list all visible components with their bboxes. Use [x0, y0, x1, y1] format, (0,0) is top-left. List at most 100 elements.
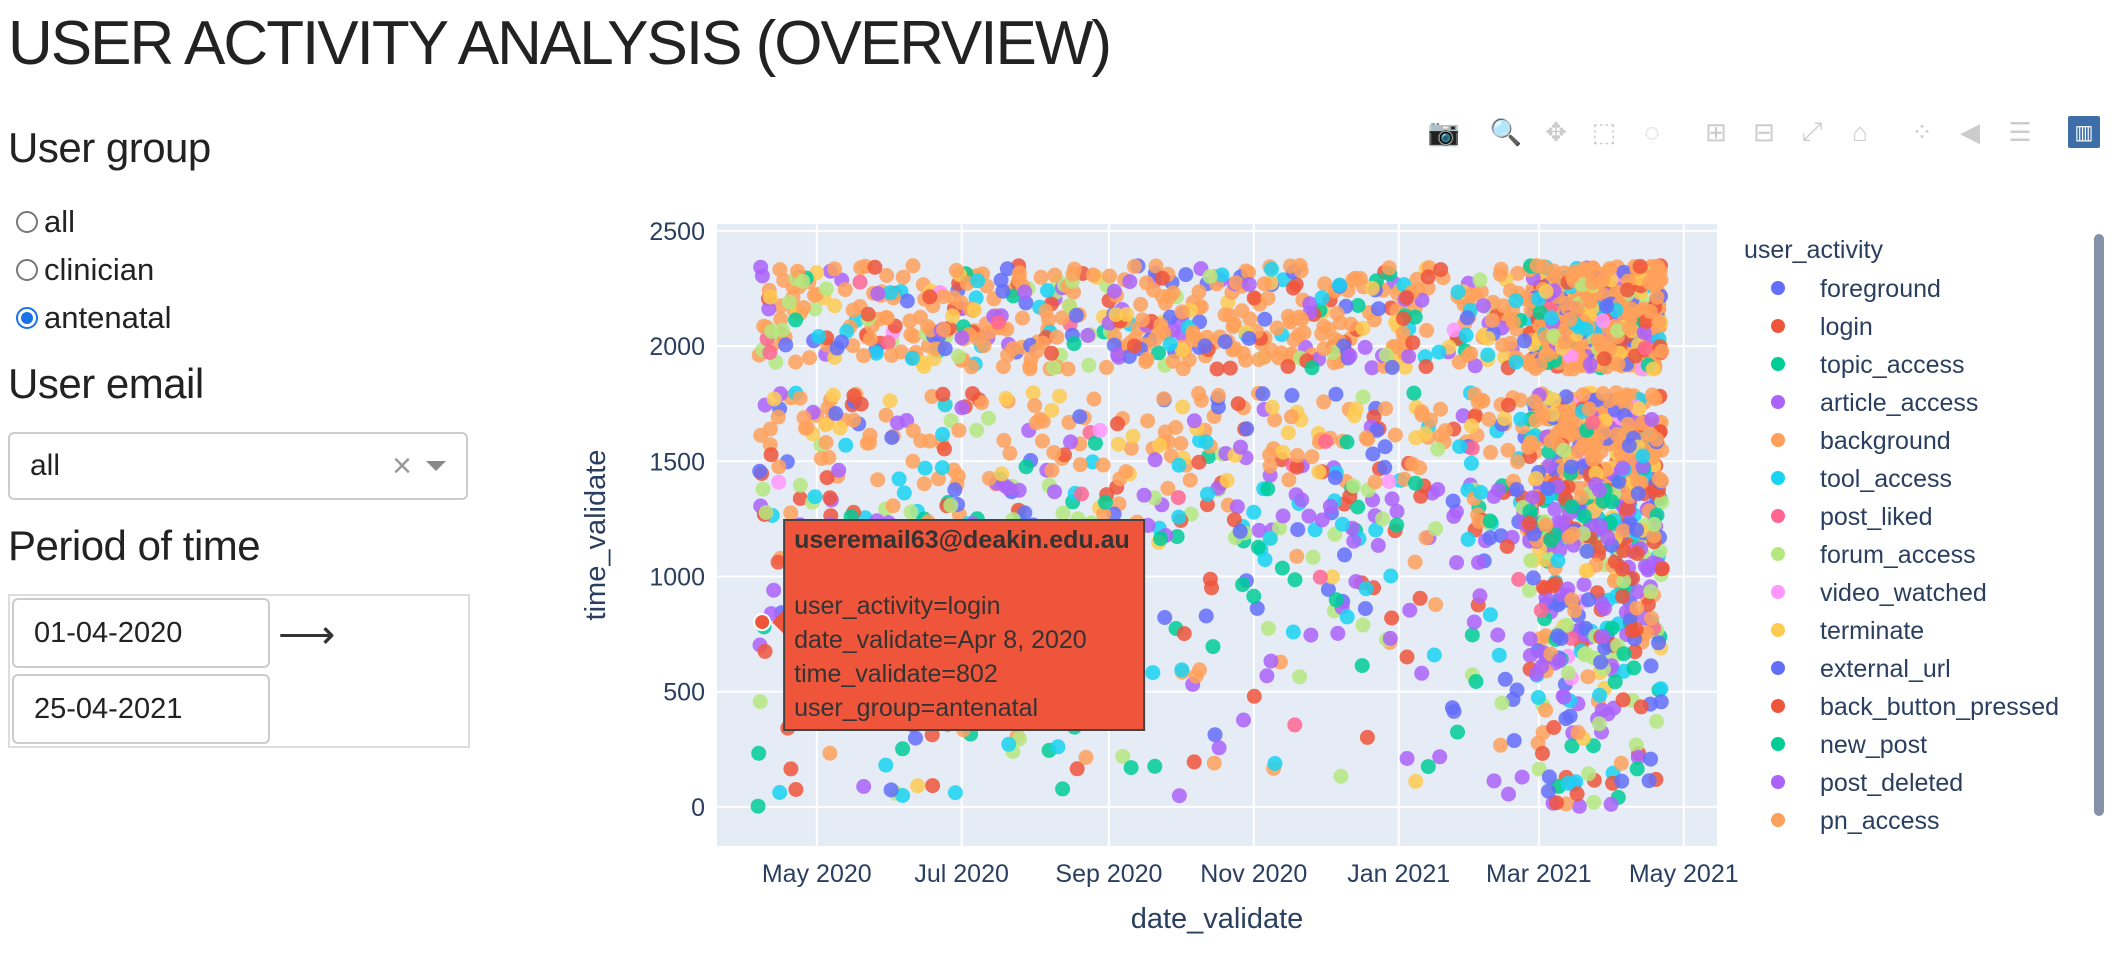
scatter-point[interactable]: [1174, 342, 1190, 358]
scatter-point[interactable]: [1433, 401, 1448, 417]
scatter-point[interactable]: [754, 268, 770, 284]
scatter-point[interactable]: [1211, 740, 1227, 756]
scatter-point[interactable]: [1198, 434, 1214, 450]
scatter-point[interactable]: [1358, 430, 1374, 446]
scatter-point[interactable]: [945, 308, 961, 324]
scatter-point[interactable]: [1492, 266, 1508, 282]
scatter-point[interactable]: [1530, 690, 1546, 705]
scatter-point[interactable]: [1211, 388, 1226, 403]
scatter-point[interactable]: [896, 485, 912, 501]
scatter-point[interactable]: [903, 504, 919, 520]
scatter-point[interactable]: [1260, 481, 1276, 497]
scatter-point[interactable]: [1069, 761, 1085, 777]
scatter-point[interactable]: [1225, 319, 1241, 335]
scatter-point[interactable]: [1565, 526, 1581, 542]
scatter-point[interactable]: [1576, 508, 1592, 524]
scatter-point[interactable]: [946, 290, 962, 306]
scatter-point[interactable]: [1651, 635, 1666, 651]
scatter-point[interactable]: [1452, 439, 1468, 455]
scatter-point[interactable]: [1017, 284, 1033, 300]
scatter-point[interactable]: [1482, 607, 1498, 623]
scatter-point[interactable]: [755, 481, 771, 497]
scatter-point[interactable]: [1396, 311, 1411, 326]
scatter-point[interactable]: [1147, 758, 1163, 774]
scatter-point[interactable]: [1257, 552, 1273, 568]
scatter-point[interactable]: [763, 447, 779, 463]
scatter-point[interactable]: [1316, 341, 1332, 357]
scatter-point[interactable]: [1000, 347, 1016, 363]
scatter-point[interactable]: [1072, 409, 1088, 425]
scatter-point[interactable]: [1395, 325, 1411, 341]
scatter-point[interactable]: [905, 453, 921, 469]
scatter-point[interactable]: [1613, 755, 1629, 771]
scatter-point[interactable]: [1269, 320, 1285, 336]
scatter-point[interactable]: [1235, 577, 1251, 593]
scatter-point[interactable]: [1038, 303, 1054, 319]
scatter-point[interactable]: [1535, 745, 1550, 761]
scatter-point[interactable]: [1002, 445, 1018, 461]
scatter-point[interactable]: [1408, 773, 1424, 789]
scatter-point[interactable]: [1096, 506, 1112, 522]
scatter-point[interactable]: [1198, 608, 1214, 624]
scatter-point[interactable]: [1054, 310, 1070, 326]
scatter-point[interactable]: [1510, 265, 1526, 281]
scatter-point[interactable]: [1126, 338, 1142, 354]
scatter-point[interactable]: [1040, 283, 1055, 298]
scatter-point[interactable]: [1250, 539, 1266, 555]
scatter-point[interactable]: [1259, 668, 1275, 684]
scatter-point[interactable]: [1328, 592, 1344, 608]
scatter-point[interactable]: [1484, 313, 1500, 328]
scatter-point[interactable]: [1610, 356, 1626, 372]
scatter-point[interactable]: [1233, 439, 1248, 455]
scatter-point[interactable]: [778, 337, 794, 353]
scatter-point[interactable]: [1327, 470, 1343, 486]
scatter-point[interactable]: [1603, 796, 1619, 812]
scatter-point[interactable]: [1296, 325, 1312, 341]
scatter-point[interactable]: [1384, 610, 1400, 626]
scatter-point[interactable]: [1564, 499, 1580, 515]
scatter-point[interactable]: [1558, 389, 1574, 405]
legend-item[interactable]: post_deleted: [1771, 769, 1963, 797]
scatter-point[interactable]: [1290, 522, 1306, 538]
scatter-point[interactable]: [1513, 411, 1529, 427]
scatter-point[interactable]: [1111, 436, 1126, 452]
scatter-point[interactable]: [908, 730, 923, 746]
scatter-point[interactable]: [895, 269, 911, 285]
scatter-point[interactable]: [1556, 689, 1572, 705]
scatter-point[interactable]: [1630, 749, 1646, 765]
scatter-point[interactable]: [1337, 547, 1352, 563]
scatter-point[interactable]: [1653, 694, 1669, 710]
scatter-point[interactable]: [1575, 438, 1591, 454]
scatter-point[interactable]: [1274, 560, 1290, 576]
scatter-point[interactable]: [1060, 361, 1076, 377]
scatter-point[interactable]: [990, 314, 1006, 330]
scatter-point[interactable]: [1557, 334, 1573, 350]
scatter-point[interactable]: [1293, 263, 1309, 279]
scatter-point[interactable]: [1430, 441, 1446, 457]
scatter-point[interactable]: [1375, 511, 1391, 527]
scatter-point[interactable]: [1578, 321, 1594, 337]
scatter-point[interactable]: [822, 745, 838, 761]
scatter-point[interactable]: [1464, 627, 1480, 643]
scatter-point[interactable]: [1644, 412, 1660, 427]
scatter-point[interactable]: [1473, 485, 1489, 500]
scatter-point[interactable]: [813, 451, 829, 466]
scatter-point[interactable]: [997, 478, 1013, 494]
scatter-point[interactable]: [1249, 600, 1265, 616]
scatter-point[interactable]: [1377, 439, 1393, 455]
radio-clinician-circle[interactable]: [16, 259, 38, 281]
scatter-point[interactable]: [1226, 512, 1242, 528]
scatter-point[interactable]: [966, 302, 982, 318]
scatter-point[interactable]: [965, 386, 981, 402]
scatter-point[interactable]: [1522, 504, 1538, 519]
scatter-point[interactable]: [1645, 361, 1661, 377]
scatter-point[interactable]: [1241, 264, 1256, 280]
scatter-point[interactable]: [1482, 530, 1498, 546]
scatter-point[interactable]: [1564, 269, 1580, 284]
scatter-point[interactable]: [1538, 283, 1554, 299]
scatter-point[interactable]: [1496, 411, 1512, 426]
scatter-point[interactable]: [1463, 418, 1479, 434]
scatter-point[interactable]: [878, 757, 894, 773]
scatter-point[interactable]: [925, 778, 941, 794]
scatter-point[interactable]: [1420, 269, 1436, 285]
